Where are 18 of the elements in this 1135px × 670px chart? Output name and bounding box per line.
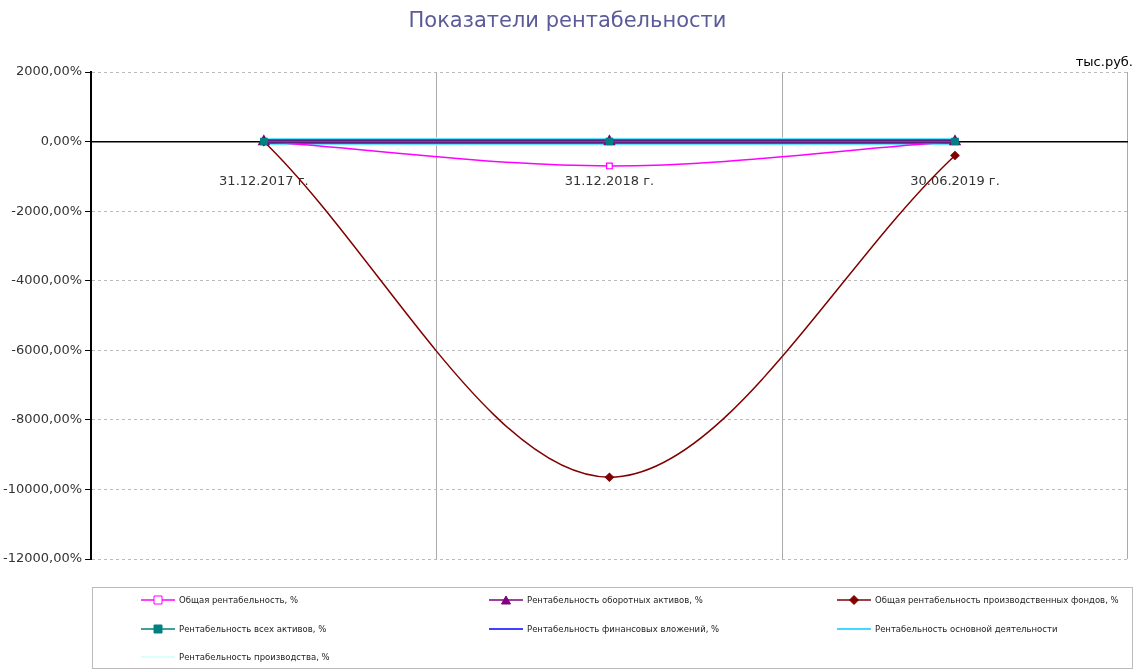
y-tick-label: -10000,00%: [2, 480, 83, 496]
legend-label: Рентабельность всех активов, %: [179, 623, 327, 634]
legend-label: Рентабельность производства, %: [179, 652, 330, 663]
y-tick-label: -12000,00%: [2, 550, 83, 566]
text: тыс.руб.: [1075, 54, 1133, 69]
y-tick-label: -2000,00%: [11, 202, 83, 218]
y-tick-label: -4000,00%: [11, 272, 83, 288]
y-tick-label: 2000,00%: [15, 63, 83, 79]
legend-label: Рентабельность финансовых вложений, %: [527, 623, 720, 634]
legend-label: Общая рентабельность производственных фондов, %: [875, 595, 1119, 605]
y-tick-label: -6000,00%: [11, 341, 83, 357]
y-tick-label: -8000,00%: [11, 411, 83, 427]
legend-label: Рентабельность оборотных активов, %: [527, 595, 703, 605]
chart-title: Показатели рентабельности: [407, 8, 728, 32]
y-tick-label: 0,00%: [40, 132, 83, 148]
legend-label: Рентабельность основной деятельности: [875, 623, 1058, 634]
legend-label: Общая рентабельность, %: [179, 595, 299, 605]
x-tick-label: 31.12.2018 г.: [564, 172, 655, 188]
